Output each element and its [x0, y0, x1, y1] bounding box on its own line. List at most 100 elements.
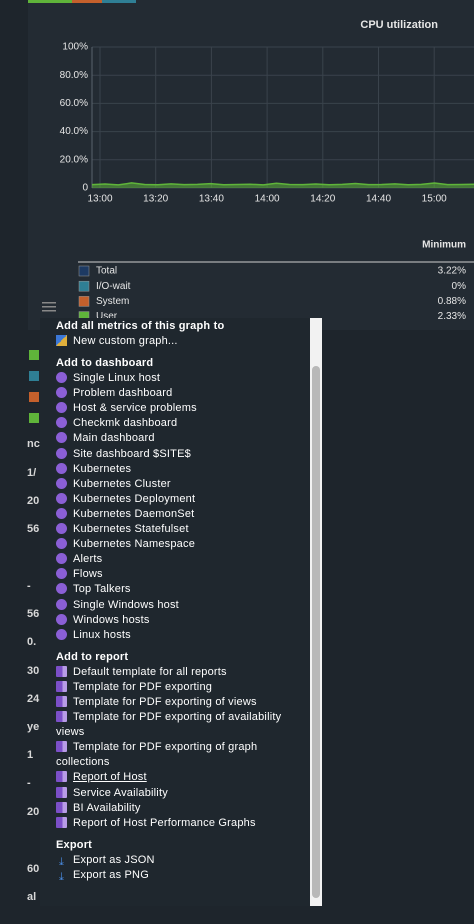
menu-item[interactable]: Template for PDF exporting — [56, 680, 292, 695]
menu-item[interactable]: BI Availability — [56, 801, 292, 816]
menu-item[interactable]: Kubernetes Cluster — [56, 477, 292, 492]
menu-item[interactable]: Site dashboard $SITE$ — [56, 447, 292, 462]
legend-value: 3.22% — [438, 266, 466, 277]
menu-section: Add to dashboard Single Linux host Problem… — [56, 356, 322, 643]
menu-item[interactable]: Single Windows host — [56, 598, 292, 613]
menu-item[interactable]: Flows — [56, 567, 292, 582]
menu-item[interactable]: Kubernetes Statefulset — [56, 522, 292, 537]
item-label: Single Linux host — [73, 372, 161, 385]
fragment: 1/ — [27, 467, 37, 479]
section-title: Add to report — [56, 650, 129, 663]
chart-title: CPU utilization — [360, 19, 438, 31]
scroll-thumb[interactable] — [312, 366, 320, 898]
menu-item[interactable]: Template for PDF exporting of graph coll… — [56, 740, 292, 770]
item-label: Template for PDF exporting of graph coll… — [56, 741, 258, 769]
menu-item[interactable]: Template for PDF exporting of availabili… — [56, 710, 292, 740]
menu-section: Export ⤓ Export as JSON ⤓ Export as PNG — [56, 838, 322, 883]
menu-item[interactable]: Single Linux host — [56, 371, 292, 386]
menu-item[interactable]: Default template for all reports — [56, 665, 292, 680]
panel-bg — [28, 0, 474, 330]
tab-strip — [28, 0, 72, 3]
menu-section: Add all metrics of this graph to New cust… — [56, 319, 322, 349]
menu-item[interactable]: Main dashboard — [56, 431, 292, 446]
icon — [56, 568, 67, 580]
icon — [56, 771, 67, 783]
menu-item[interactable]: Kubernetes Namespace — [56, 537, 292, 552]
plot: 0 20.0% 40.0% 60.0% 80.0% 100% 13:00 13:20 13:40… — [60, 42, 474, 205]
menu-item[interactable]: Kubernetes — [56, 462, 292, 477]
menu-item[interactable]: ⤓ Export as JSON — [56, 853, 292, 868]
legend-value: 2.33% — [438, 311, 466, 322]
menu-item[interactable]: Checkmk dashboard — [56, 416, 292, 431]
fragment: 0. — [27, 636, 37, 648]
menu-item[interactable]: Template for PDF exporting of views — [56, 695, 292, 710]
y-tick-label: 60.0% — [60, 98, 88, 109]
x-tick-label: 14:40 — [366, 194, 391, 205]
icon — [56, 801, 67, 813]
bg-swatch — [29, 413, 39, 423]
menu-item[interactable]: Alerts — [56, 552, 292, 567]
item-label: Site dashboard $SITE$ — [73, 447, 191, 460]
menu-item[interactable]: Service Availability — [56, 786, 292, 801]
line — [91, 182, 474, 186]
x-tick-label: 13:00 — [87, 194, 112, 205]
context-menu: Add all metrics of this graph to New cust… — [40, 318, 322, 906]
legend-value: 0.88% — [438, 296, 466, 307]
item-label: Service Availability — [73, 786, 168, 799]
item-label: Export as JSON — [73, 853, 155, 866]
menu-item[interactable]: Report of Host — [56, 770, 292, 785]
legend-swatch — [78, 280, 90, 292]
legend-name: Total — [96, 266, 117, 277]
icon — [56, 492, 67, 504]
icon — [56, 538, 67, 550]
item-label: Single Windows host — [73, 598, 179, 611]
item-label: Linux hosts — [73, 628, 131, 641]
icon — [56, 628, 67, 640]
bg-swatch — [29, 371, 39, 381]
item-label: Report of Host Performance Graphs — [73, 816, 256, 829]
fragment: - — [27, 580, 31, 592]
menu-item[interactable]: Linux hosts — [56, 628, 292, 643]
menu-item[interactable]: Report of Host Performance Graphs — [56, 816, 292, 831]
item-label: Checkmk dashboard — [73, 417, 178, 430]
y-tick-label: 40.0% — [60, 126, 88, 137]
item-label: New custom graph... — [73, 335, 178, 347]
menu-item[interactable]: Top Talkers — [56, 582, 292, 597]
icon — [56, 665, 67, 677]
legend-swatch — [78, 296, 90, 307]
fragment: ye — [27, 721, 40, 733]
bg-swatch — [29, 350, 39, 360]
icon — [56, 507, 67, 519]
fragment: nc — [27, 438, 40, 450]
icon — [56, 695, 67, 707]
fragment: al — [27, 891, 37, 903]
bg-swatch — [29, 392, 39, 402]
item-label: Template for PDF exporting of views — [73, 695, 257, 708]
icon — [56, 680, 67, 692]
menu-item[interactable]: Kubernetes DaemonSet — [56, 507, 292, 522]
item-label: Template for PDF exporting — [73, 680, 213, 693]
section-title: Add all metrics of this graph to — [56, 320, 225, 332]
menu-section: Add to report Default template for all re… — [56, 650, 322, 831]
icon: ⤓ — [58, 870, 65, 883]
menu-item[interactable]: Problem dashboard — [56, 386, 292, 401]
y-tick-label: 20.0% — [60, 154, 88, 165]
item-label: Top Talkers — [73, 583, 131, 596]
item-label: Kubernetes DaemonSet — [73, 507, 195, 520]
fragment: 30 — [27, 665, 40, 677]
menu-item[interactable]: New custom graph... — [56, 334, 292, 349]
legend-name: I/O-wait — [96, 281, 131, 292]
fragment: 56 — [27, 608, 40, 620]
icon — [56, 613, 67, 625]
legend-name: System — [96, 296, 129, 307]
item-label: Main dashboard — [73, 432, 155, 445]
fragment: 24 — [27, 693, 40, 705]
icon — [56, 786, 67, 798]
menu-item[interactable]: Host & service problems — [56, 401, 292, 416]
menu-item[interactable]: ⤓ Export as PNG — [56, 868, 292, 883]
menu-item[interactable]: Kubernetes Deployment — [56, 492, 292, 507]
menu-item[interactable]: Windows hosts — [56, 613, 292, 628]
x-tick-label: 13:40 — [199, 194, 224, 205]
section-title: Add to dashboard — [56, 357, 154, 370]
